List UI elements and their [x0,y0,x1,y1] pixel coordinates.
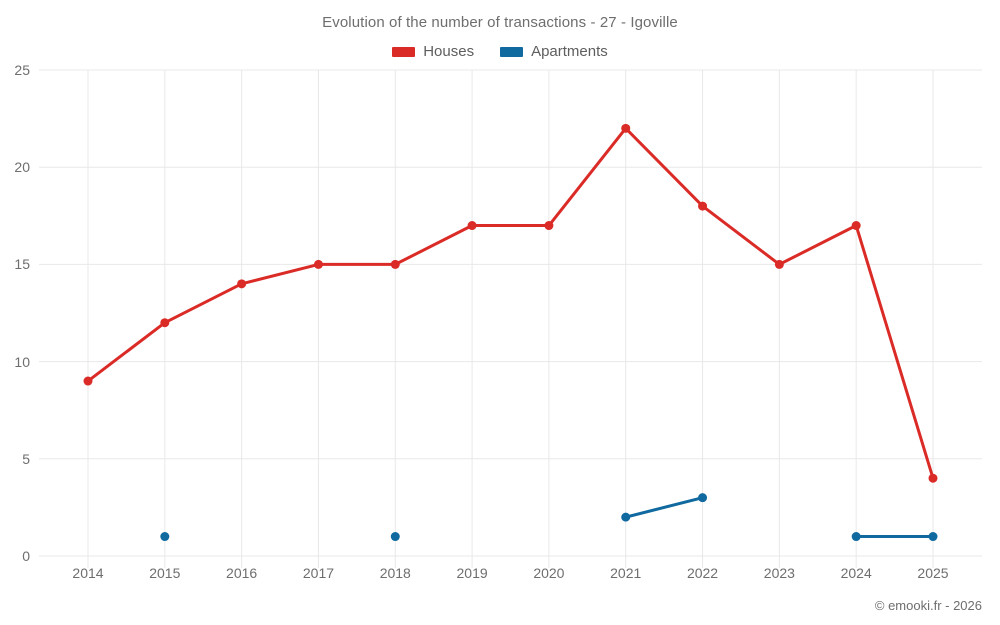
legend-color-swatch-apartments [500,46,524,57]
x-tick-label: 2022 [686,565,719,581]
plot-area [39,69,982,568]
legend-label-apartments: Apartments [531,43,608,60]
series-line-houses [86,126,935,480]
chart-title: Evolution of the number of transactions … [322,14,678,31]
gridlines [39,69,982,557]
series-layer [83,123,938,542]
legend-item-apartments[interactable]: Apartments [500,43,608,60]
vertical-gridlines [87,70,934,568]
data-point-houses[interactable] [928,473,938,483]
data-point-houses[interactable] [544,221,554,231]
x-tick-label: 2016 [226,565,258,581]
x-tick-label: 2019 [456,565,488,581]
x-tick-label: 2021 [610,565,642,581]
x-tick-label: 2023 [763,565,795,581]
y-tick-label: 10 [14,353,30,370]
series-line-apartments [624,496,705,519]
data-point-houses[interactable] [160,318,170,328]
legend-item-houses[interactable]: Houses [392,43,474,60]
data-point-houses[interactable] [390,259,400,269]
x-tick-label: 2024 [840,565,872,581]
x-tick-label: 2020 [533,565,565,581]
data-point-houses[interactable] [774,259,784,269]
plot-svg [39,69,982,568]
chart-legend: Houses Apartments [0,43,1000,60]
data-point-houses[interactable] [621,123,631,133]
legend-label-houses: Houses [423,43,475,60]
data-point-houses[interactable] [83,376,93,386]
y-tick-label: 25 [14,62,30,78]
data-point-apartments[interactable] [928,532,938,542]
x-tick-label: 2015 [149,565,181,581]
y-tick-label: 15 [14,256,30,273]
data-point-apartments[interactable] [698,493,708,503]
data-point-apartments[interactable] [160,532,170,542]
y-tick-label: 0 [22,548,30,564]
data-point-apartments[interactable] [390,532,400,542]
data-point-houses[interactable] [313,259,323,269]
x-tick-label: 2025 [917,565,949,581]
y-tick-label: 5 [22,450,30,467]
data-point-apartments[interactable] [851,532,861,542]
data-point-houses[interactable] [237,279,247,289]
x-tick-label: 2018 [379,565,411,581]
data-point-apartments[interactable] [621,512,631,522]
data-point-houses[interactable] [467,221,477,231]
x-tick-label: 2014 [72,565,104,581]
y-tick-label: 20 [14,159,30,176]
x-axis-tick-labels: 2014 2015 2016 2017 2018 2019 2020 2021 2022 2023… [39,565,982,587]
y-axis-tick-labels: 0 5 10 15 20 25 [0,62,30,564]
data-point-houses[interactable] [851,221,861,231]
x-tick-label: 2017 [302,565,335,581]
legend-color-swatch-houses [392,46,416,57]
data-point-houses[interactable] [698,201,708,211]
copyright-footer: © emooki.fr - 2026 [874,598,982,613]
